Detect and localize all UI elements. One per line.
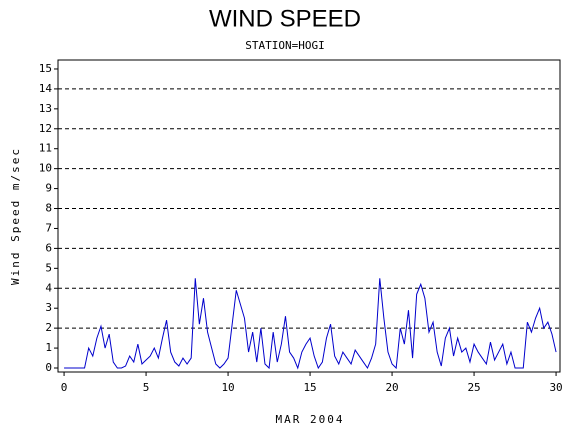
y-tick-label: 8 <box>45 202 52 215</box>
y-tick-label: 11 <box>39 142 52 155</box>
data-line <box>64 278 557 370</box>
chart-title: WIND SPEED <box>209 5 361 32</box>
x-tick-label: 20 <box>385 381 398 394</box>
y-tick-label: 0 <box>45 361 52 374</box>
y-tick-label: 9 <box>45 182 52 195</box>
y-tick-label: 1 <box>45 341 52 354</box>
y-axis-label: Wind Speed m/sec <box>9 147 22 285</box>
plot-frame <box>57 59 561 373</box>
y-tick-label: 15 <box>39 62 52 75</box>
x-tick-label: 0 <box>61 381 68 394</box>
y-tick-label: 12 <box>39 122 52 135</box>
x-tick-label: 25 <box>467 381 480 394</box>
x-tick-label: 15 <box>303 381 316 394</box>
y-tick-label: 7 <box>45 221 52 234</box>
y-tick-label: 2 <box>45 321 52 334</box>
y-tick-label: 10 <box>39 162 52 175</box>
x-axis-label: MAR 2004 <box>276 413 345 426</box>
y-tick-label: 4 <box>45 281 52 294</box>
x-tick-label: 5 <box>143 381 150 394</box>
y-tick-label: 5 <box>45 261 52 274</box>
y-tick-label: 6 <box>45 241 52 254</box>
y-tick-label: 3 <box>45 301 52 314</box>
y-tick-label: 14 <box>39 82 53 95</box>
y-tick-label: 13 <box>39 102 52 115</box>
x-tick-label: 30 <box>549 381 562 394</box>
x-tick-label: 10 <box>221 381 234 394</box>
chart-subtitle: STATION=HOGI <box>245 39 324 52</box>
